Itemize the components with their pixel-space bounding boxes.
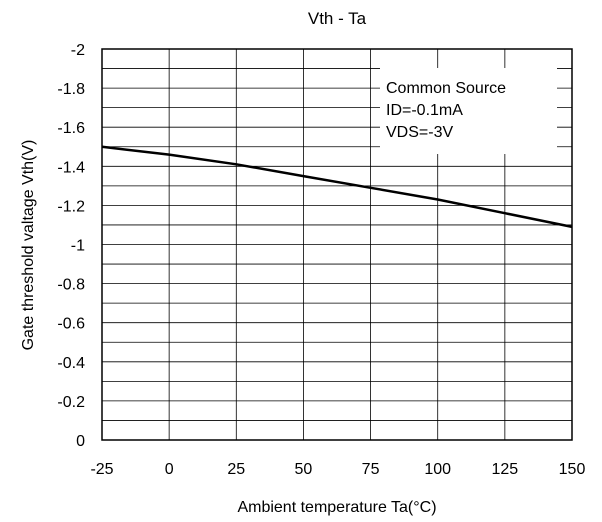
x-tick-label: 150 [559, 461, 586, 478]
annotation-box: Common Source ID=-0.1mA VDS=-3V [380, 68, 557, 154]
chart-title: Vth - Ta [308, 9, 367, 28]
y-tick-label: -1.2 [57, 198, 85, 215]
y-tick-label: -1.8 [57, 81, 85, 98]
x-tick-label: 0 [165, 461, 174, 478]
annotation-line: Common Source [386, 80, 506, 97]
y-tick-label: -0.4 [57, 355, 85, 372]
y-axis-label: Gate threshold valtage Vth(V) [20, 140, 37, 351]
y-tick-labels: 0 -0.2 -0.4 -0.6 -0.8 -1 -1.2 -1.4 -1.6 -1.8 -2 [57, 42, 85, 450]
y-tick-label: -0.2 [57, 394, 85, 411]
plot-frame [101, 48, 573, 441]
y-tick-label: -0.6 [57, 316, 85, 333]
x-tick-labels: -25 0 25 50 75 100 125 150 [90, 461, 585, 478]
y-tick-label: 0 [76, 433, 85, 450]
y-tick-label: -2 [71, 42, 85, 59]
annotation-line: ID=-0.1mA [386, 102, 463, 119]
annotation-background [380, 68, 557, 154]
series-line [101, 145, 573, 229]
x-tick-label: 75 [362, 461, 380, 478]
series-layer [101, 145, 573, 229]
x-tick-label: -25 [90, 461, 113, 478]
annotation-line: VDS=-3V [386, 124, 453, 141]
x-axis-label: Ambient temperature Ta(°C) [237, 499, 436, 516]
x-tick-label: 100 [424, 461, 451, 478]
y-tick-label: -0.8 [57, 277, 85, 294]
x-tick-label: 125 [492, 461, 519, 478]
y-tick-label: -1.6 [57, 120, 85, 137]
y-tick-label: -1.4 [57, 159, 85, 176]
x-tick-label: 50 [295, 461, 313, 478]
x-tick-label: 25 [227, 461, 245, 478]
y-tick-label: -1 [71, 238, 85, 255]
